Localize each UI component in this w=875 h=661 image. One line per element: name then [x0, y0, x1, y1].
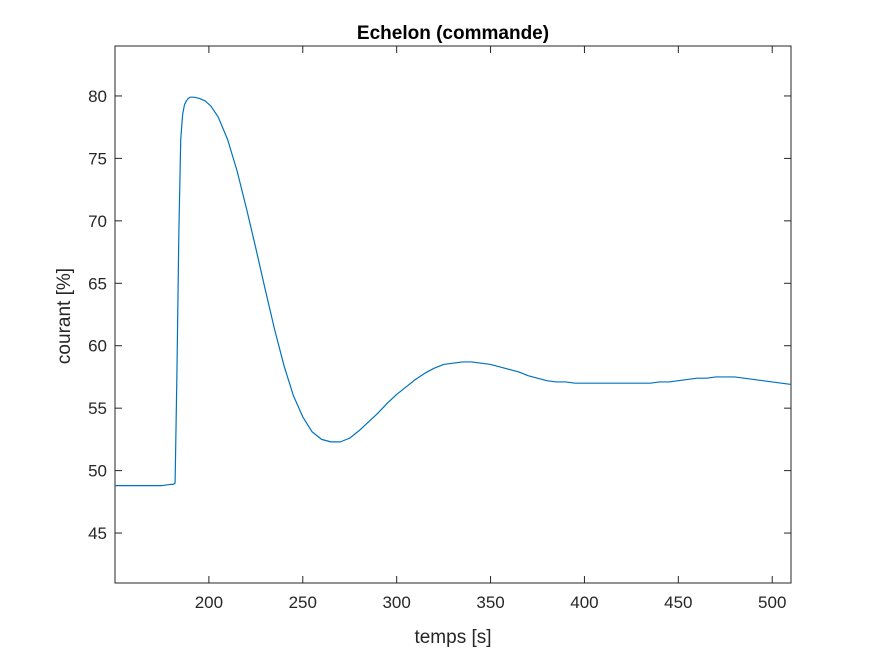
chart-title: Echelon (commande) [357, 23, 549, 44]
y-tick-label: 50 [88, 462, 107, 481]
x-tick-label: 300 [382, 593, 410, 612]
x-tick-label: 500 [758, 593, 786, 612]
x-tick-label: 400 [570, 593, 598, 612]
y-tick-label: 55 [88, 399, 107, 418]
x-axis-label: temps [s] [414, 627, 491, 648]
plot-axes [114, 45, 792, 584]
y-tick-label: 60 [88, 337, 107, 356]
data-series [115, 96, 792, 487]
axis-ticks: 200 250 300 350 400 450 500 45 50 55 60 65 70 75 80 [88, 46, 791, 612]
x-tick-label: 200 [195, 593, 223, 612]
y-tick-label: 80 [88, 87, 107, 106]
y-axis-label: courant [%] [54, 268, 75, 364]
plot-area-box [114, 45, 792, 584]
x-tick-label: 450 [664, 593, 692, 612]
x-tick-label: 250 [289, 593, 317, 612]
x-tick-label: 350 [476, 593, 504, 612]
y-tick-label: 70 [88, 212, 107, 231]
y-tick-label: 45 [88, 524, 107, 543]
y-tick-label: 75 [88, 149, 107, 168]
y-tick-label: 65 [88, 274, 107, 293]
series-line [115, 96, 792, 487]
